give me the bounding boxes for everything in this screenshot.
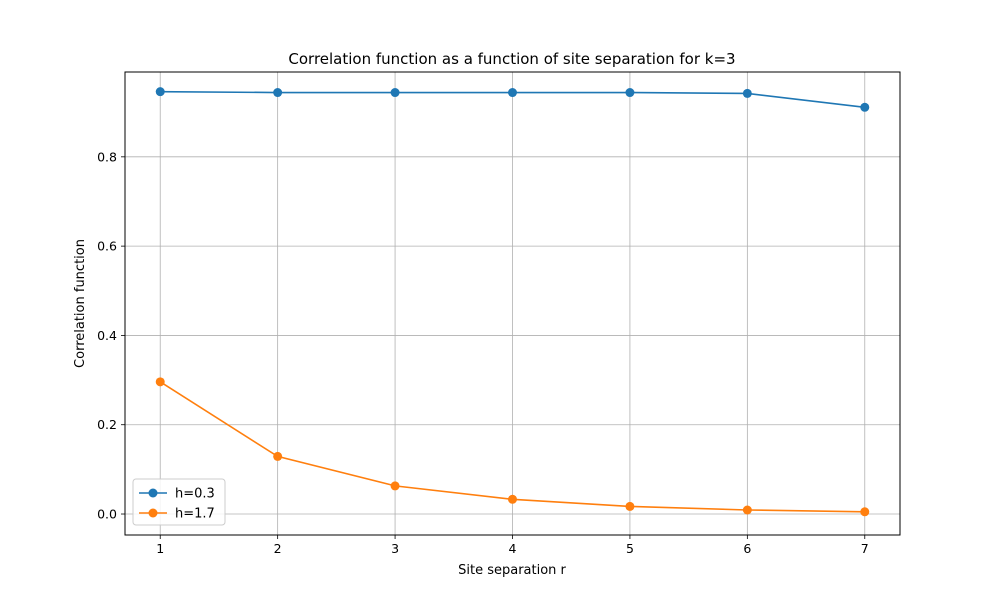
x-tick-label: 5 bbox=[626, 541, 634, 556]
y-tick-label: 0.6 bbox=[97, 239, 117, 254]
data-point bbox=[390, 88, 400, 98]
data-point bbox=[860, 102, 870, 112]
y-axis-label: Correlation function bbox=[73, 239, 88, 368]
data-point bbox=[508, 88, 517, 98]
series-h=1.7 bbox=[155, 377, 870, 517]
data-point bbox=[742, 505, 752, 515]
x-tick-label: 1 bbox=[156, 541, 164, 556]
ticks: 1 2 3 4 5 6 7 0.0 0.2 0.4 0.6 0.8 bbox=[97, 149, 869, 556]
legend-label: h=1.7 bbox=[175, 507, 215, 522]
chart-title: Correlation function as a function of si… bbox=[288, 50, 735, 68]
data-point bbox=[273, 88, 283, 98]
grid bbox=[125, 72, 900, 535]
data-point bbox=[508, 494, 517, 504]
legend-entry: h=0.3 bbox=[139, 487, 215, 502]
y-tick-label: 0.0 bbox=[97, 507, 117, 522]
y-tick-label: 0.2 bbox=[97, 417, 117, 432]
x-axis-label: Site separation r bbox=[458, 563, 566, 578]
data-point bbox=[155, 87, 165, 97]
data-point bbox=[742, 88, 752, 98]
series-layer bbox=[155, 87, 870, 517]
data-point bbox=[390, 481, 400, 491]
x-tick-label: 3 bbox=[391, 541, 399, 556]
x-tick-label: 7 bbox=[861, 541, 869, 556]
legend: h=0.3 h=1.7 bbox=[132, 478, 226, 526]
y-tick-label: 0.4 bbox=[97, 328, 117, 343]
data-point bbox=[625, 88, 635, 98]
y-tick-label: 0.8 bbox=[97, 149, 117, 164]
legend-marker bbox=[148, 508, 158, 518]
data-point bbox=[273, 451, 283, 461]
legend-label: h=0.3 bbox=[175, 487, 215, 502]
data-point bbox=[625, 501, 635, 511]
legend-marker bbox=[148, 488, 158, 498]
x-tick-label: 2 bbox=[274, 541, 282, 556]
x-tick-label: 6 bbox=[743, 541, 751, 556]
data-point bbox=[860, 507, 870, 517]
legend-entry: h=1.7 bbox=[139, 507, 215, 522]
data-point bbox=[155, 377, 165, 387]
series-h=0.3 bbox=[155, 87, 870, 112]
x-tick-label: 4 bbox=[509, 541, 517, 556]
